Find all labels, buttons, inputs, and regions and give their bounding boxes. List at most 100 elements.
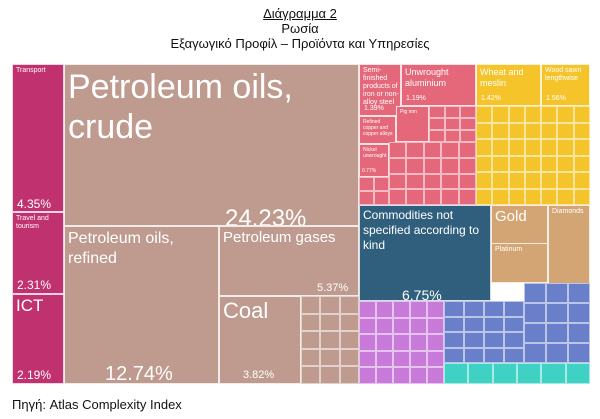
chemical-filler-tile bbox=[376, 367, 393, 384]
agriculture-filler-tile bbox=[492, 155, 509, 172]
figure-label: Διάγραμμα 2 bbox=[263, 6, 337, 21]
fuel-filler-tile bbox=[301, 296, 321, 314]
fuel-filler-tile bbox=[339, 348, 359, 367]
treemap-tile: Coal 3.82% bbox=[219, 296, 301, 384]
treemap-tile: Wood sawn lengthwise 1.56% bbox=[541, 64, 590, 106]
machinery-filler-tile bbox=[524, 283, 546, 303]
chemical-filler-tile bbox=[410, 301, 427, 318]
metal-filler-tile bbox=[406, 142, 424, 158]
machinery-filler-tile bbox=[484, 332, 504, 348]
export-treemap: Transport 4.35% Travel and tourism 2.31% ICT… bbox=[12, 64, 590, 384]
agriculture-filler-tile bbox=[573, 106, 590, 123]
metal-filler-tile bbox=[423, 173, 442, 190]
treemap-tile: Petroleum oils, crude 24.23% bbox=[64, 64, 359, 226]
agriculture-filler-tile bbox=[524, 172, 542, 189]
machinery-filler-tile bbox=[568, 323, 590, 343]
metal-filler-tile bbox=[429, 118, 445, 130]
treemap-label: Petroleum oils, crude bbox=[68, 68, 293, 146]
agriculture-filler-tile bbox=[573, 122, 590, 139]
treemap-percent: 2.19% bbox=[17, 368, 52, 382]
chemical-filler-tile bbox=[376, 334, 393, 351]
machinery-filler-tile bbox=[524, 303, 546, 323]
treemap-label: Unwrought aluminium bbox=[405, 67, 449, 88]
machinery-filler-tile bbox=[464, 347, 484, 363]
chemical-filler-tile bbox=[393, 301, 410, 318]
treemap-tile: Pig iron bbox=[396, 106, 429, 142]
agriculture-filler-tile bbox=[573, 188, 590, 205]
treemap-label: Gold bbox=[495, 208, 527, 225]
agriculture-filler-tile bbox=[476, 122, 493, 139]
agriculture-filler-tile bbox=[508, 139, 525, 156]
treemap-label: Wheat and meslin bbox=[480, 67, 524, 88]
machinery-filler-tile bbox=[546, 323, 568, 343]
source-note: Πηγή: Atlas Complexity Index bbox=[12, 397, 182, 412]
chemical-filler-tile bbox=[427, 301, 444, 318]
fuel-filler-tile bbox=[301, 331, 321, 349]
metal-filler-tile bbox=[389, 173, 407, 190]
agriculture-filler-tile bbox=[541, 188, 558, 205]
treemap-label: Nickel unwrought bbox=[363, 147, 387, 159]
agriculture-filler-tile bbox=[524, 139, 542, 156]
agriculture-filler-tile bbox=[492, 188, 509, 205]
treemap-tile: Platinum bbox=[491, 243, 548, 283]
agriculture-filler-tile bbox=[476, 188, 493, 205]
metal-filler-tile bbox=[460, 118, 476, 130]
fuel-filler-tile bbox=[320, 366, 340, 384]
chart-subtitle: Εξαγωγικό Προφίλ – Προϊόντα και Υπηρεσίε… bbox=[170, 36, 430, 51]
treemap-label: Commodities not specified according to k… bbox=[363, 208, 480, 252]
treemap-label: ICT bbox=[16, 296, 44, 315]
treemap-tile: Travel and tourism 2.31% bbox=[12, 212, 64, 294]
chemical-filler-tile bbox=[427, 367, 444, 384]
metal-filler-tile bbox=[441, 157, 459, 174]
fuel-filler-tile bbox=[320, 313, 340, 332]
metal-filler-tile bbox=[458, 157, 476, 174]
agriculture-filler-tile bbox=[524, 122, 542, 139]
metal-filler-tile bbox=[441, 173, 459, 190]
fuel-filler-tile bbox=[301, 348, 321, 367]
treemap-percent: 1.39% bbox=[364, 105, 384, 112]
chemical-filler-tile bbox=[376, 301, 393, 318]
agriculture-filler-tile bbox=[557, 122, 574, 139]
fuel-filler-tile bbox=[301, 313, 321, 332]
metal-filler-tile bbox=[429, 130, 445, 142]
agriculture-filler-tile bbox=[557, 106, 574, 123]
treemap-tile: Petroleum oils, refined 12.74% bbox=[64, 226, 219, 384]
treemap-label: Petroleum gases bbox=[223, 229, 336, 246]
agriculture-filler-tile bbox=[524, 188, 542, 205]
treemap-tile: Transport 4.35% bbox=[12, 64, 64, 212]
treemap-percent: 2.31% bbox=[17, 278, 52, 292]
machinery-filler-tile bbox=[464, 301, 484, 317]
treemap-percent: 3.82% bbox=[243, 369, 275, 381]
metal-filler-tile bbox=[406, 173, 424, 190]
metal-filler-tile bbox=[374, 191, 389, 205]
treemap-percent: 4.35% bbox=[17, 197, 52, 211]
machinery-filler-tile bbox=[444, 316, 464, 332]
chemical-filler-tile bbox=[359, 367, 376, 384]
metal-filler-tile bbox=[444, 118, 461, 130]
metal-filler-tile bbox=[429, 106, 445, 118]
metal-filler-tile bbox=[423, 157, 442, 174]
metal-filler-tile bbox=[423, 189, 442, 205]
machinery-filler-tile bbox=[484, 316, 504, 332]
metal-filler-tile bbox=[441, 142, 459, 158]
treemap-tile: Wheat and meslin 1.42% bbox=[476, 64, 541, 106]
country-title: Ρωσία bbox=[281, 21, 319, 36]
machinery-filler-tile bbox=[568, 283, 590, 303]
other-filler-tile bbox=[468, 363, 493, 384]
agriculture-filler-tile bbox=[573, 139, 590, 156]
metal-filler-tile bbox=[444, 106, 461, 118]
metal-filler-tile bbox=[423, 142, 442, 158]
chemical-filler-tile bbox=[359, 334, 376, 351]
agriculture-filler-tile bbox=[508, 172, 525, 189]
chemical-filler-tile bbox=[393, 334, 410, 351]
chart-header: Διάγραμμα 2 Ρωσία Εξαγωγικό Προφίλ – Προ… bbox=[0, 6, 600, 52]
machinery-filler-tile bbox=[504, 347, 524, 363]
treemap-label: Petroleum oils, refined bbox=[68, 230, 174, 267]
chemical-filler-tile bbox=[427, 334, 444, 351]
agriculture-filler-tile bbox=[541, 139, 558, 156]
agriculture-filler-tile bbox=[476, 155, 493, 172]
agriculture-filler-tile bbox=[557, 172, 574, 189]
other-filler-tile bbox=[541, 363, 566, 384]
fuel-filler-tile bbox=[339, 296, 359, 314]
agriculture-filler-tile bbox=[557, 155, 574, 172]
